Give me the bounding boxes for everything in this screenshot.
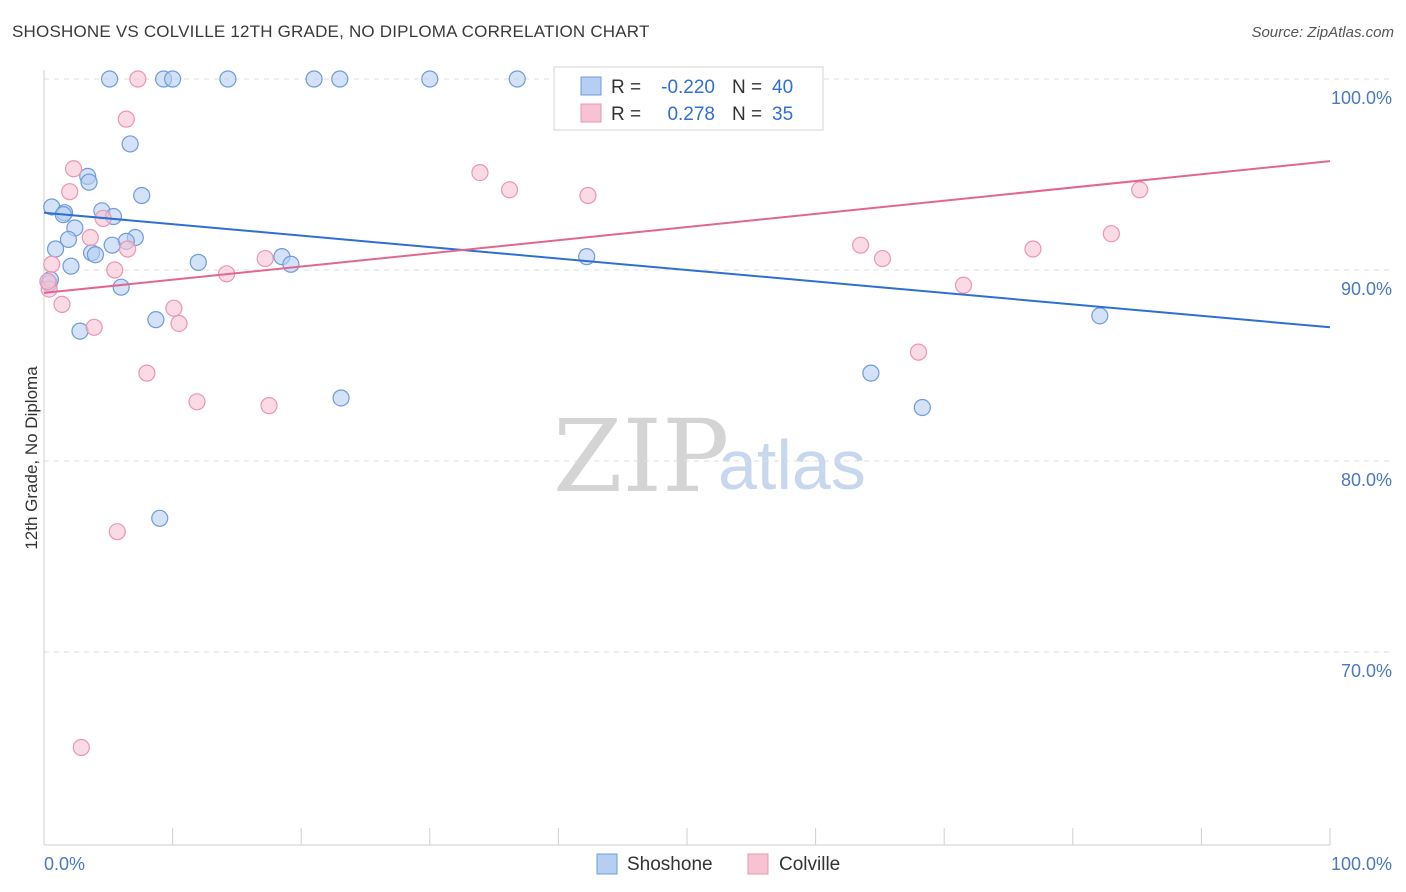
stats-legend: R = -0.220 N = 40 R = 0.278 N = 35 bbox=[553, 66, 824, 131]
point-shoshone-27 bbox=[189, 253, 207, 271]
legend-n-value-shoshone: 40 bbox=[772, 77, 793, 98]
point-colville-31 bbox=[260, 397, 278, 415]
watermark-atlas: atlas bbox=[718, 426, 866, 504]
trendline-shoshone bbox=[43, 211, 1331, 329]
point-colville-6 bbox=[471, 163, 489, 182]
y-tick-label-80: 80.0% bbox=[1341, 470, 1392, 490]
point-shoshone-34 bbox=[1091, 307, 1109, 325]
point-colville-5 bbox=[64, 160, 83, 178]
series-legend: Shoshone Colville bbox=[596, 853, 840, 875]
point-colville-22 bbox=[954, 276, 973, 294]
point-colville-32 bbox=[108, 523, 126, 541]
y-tick-label-70: 70.0% bbox=[1341, 661, 1392, 681]
bottom-legend-swatch-shoshone bbox=[596, 853, 618, 875]
point-shoshone-21 bbox=[103, 236, 121, 254]
point-colville-8 bbox=[579, 186, 597, 205]
point-shoshone-2 bbox=[164, 70, 182, 88]
point-colville-25 bbox=[165, 299, 183, 317]
bottom-legend-label-shoshone: Shoshone bbox=[627, 854, 713, 875]
point-colville-7 bbox=[500, 181, 519, 199]
legend-n-label-shoshone: N = bbox=[732, 77, 762, 98]
point-colville-19 bbox=[43, 255, 61, 273]
point-shoshone-10 bbox=[80, 173, 98, 191]
point-shoshone-22 bbox=[46, 240, 65, 258]
x-tick-label-min: 0.0% bbox=[44, 854, 85, 874]
legend-r-value-shoshone: -0.220 bbox=[661, 77, 715, 98]
point-shoshone-11 bbox=[133, 186, 151, 205]
y-tick-label-100: 100.0% bbox=[1331, 88, 1392, 108]
legend-r-label-colville: R = bbox=[611, 104, 641, 125]
legend-swatch-shoshone bbox=[580, 76, 602, 96]
point-shoshone-29 bbox=[62, 257, 80, 275]
point-colville-10 bbox=[1131, 181, 1149, 199]
trendlines bbox=[43, 160, 1331, 329]
point-shoshone-3 bbox=[219, 70, 237, 88]
point-colville-26 bbox=[170, 314, 188, 333]
y-axis-label: 12th Grade, No Diploma bbox=[22, 366, 41, 550]
legend-r-label-shoshone: R = bbox=[611, 77, 641, 98]
point-colville-28 bbox=[909, 343, 928, 361]
point-shoshone-8 bbox=[121, 135, 139, 153]
point-colville-13 bbox=[81, 228, 99, 247]
point-colville-18 bbox=[873, 249, 892, 268]
legend-n-label-colville: N = bbox=[732, 104, 762, 125]
bottom-legend-label-colville: Colville bbox=[779, 854, 840, 875]
point-colville-9 bbox=[61, 183, 79, 201]
point-shoshone-5 bbox=[331, 70, 349, 88]
point-colville-15 bbox=[852, 236, 870, 254]
x-tick-marks bbox=[43, 828, 1331, 845]
point-colville-30 bbox=[188, 393, 206, 411]
point-colville-0 bbox=[129, 70, 147, 88]
point-shoshone-36 bbox=[332, 389, 350, 407]
point-shoshone-24 bbox=[86, 246, 105, 264]
point-shoshone-33 bbox=[71, 322, 89, 340]
point-colville-4 bbox=[117, 110, 135, 128]
chart-title: SHOSHONE VS COLVILLE 12TH GRADE, NO DIPL… bbox=[12, 22, 650, 41]
point-shoshone-7 bbox=[508, 70, 526, 88]
point-colville-34 bbox=[39, 272, 57, 291]
point-shoshone-30 bbox=[112, 278, 130, 296]
watermark-zip: ZIP bbox=[553, 398, 729, 515]
point-shoshone-18 bbox=[59, 230, 78, 249]
point-colville-12 bbox=[1102, 225, 1120, 243]
point-shoshone-32 bbox=[147, 311, 165, 329]
point-shoshone-38 bbox=[151, 509, 169, 527]
point-colville-17 bbox=[256, 249, 274, 268]
point-shoshone-35 bbox=[862, 364, 880, 382]
source-label: Source: ZipAtlas.com bbox=[1251, 24, 1394, 41]
point-colville-16 bbox=[1024, 240, 1042, 258]
x-tick-label-max: 100.0% bbox=[1331, 854, 1392, 874]
gridlines bbox=[44, 78, 1392, 653]
point-shoshone-28 bbox=[282, 255, 300, 273]
point-shoshone-4 bbox=[305, 70, 323, 88]
bottom-legend-swatch-colville bbox=[747, 853, 769, 875]
point-colville-29 bbox=[138, 364, 156, 382]
point-shoshone-0 bbox=[100, 70, 119, 88]
point-colville-27 bbox=[85, 318, 103, 336]
point-shoshone-6 bbox=[421, 70, 439, 88]
trendline-colville bbox=[43, 160, 1331, 294]
point-colville-33 bbox=[72, 738, 90, 757]
point-colville-24 bbox=[53, 295, 71, 313]
legend-r-value-colville: 0.278 bbox=[667, 104, 715, 125]
legend-n-value-colville: 35 bbox=[772, 104, 793, 125]
point-colville-14 bbox=[118, 240, 137, 258]
y-tick-label-90: 90.0% bbox=[1341, 279, 1392, 299]
legend-swatch-colville bbox=[580, 103, 602, 123]
y-tick-labels: 100.0% 90.0% 80.0% 70.0% bbox=[1331, 88, 1392, 681]
point-colville-20 bbox=[106, 261, 124, 279]
point-shoshone-37 bbox=[913, 398, 931, 417]
